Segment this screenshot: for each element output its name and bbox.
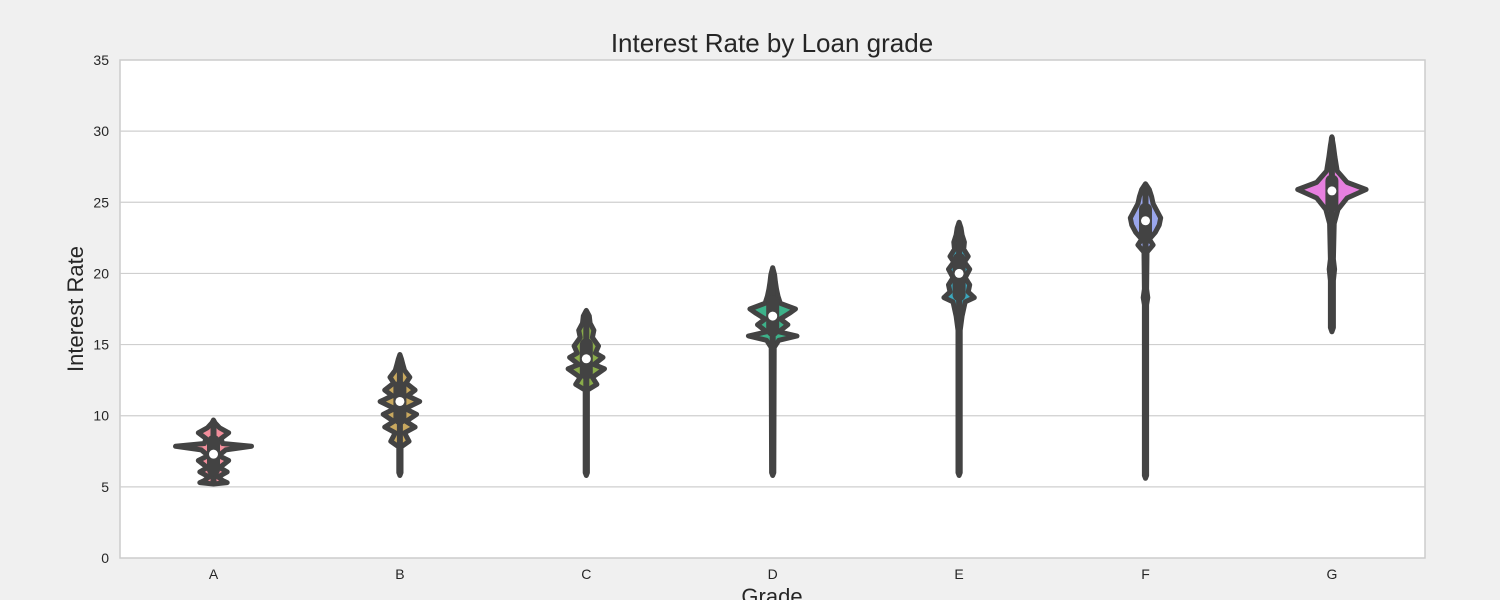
y-tick-label-15: 15	[93, 337, 109, 353]
violin-median-f	[1141, 216, 1150, 226]
y-tick-label-25: 25	[93, 194, 109, 210]
y-tick-label-5: 5	[101, 479, 109, 495]
violin-median-e	[954, 268, 964, 278]
violins	[173, 134, 1369, 487]
violin-g	[1295, 134, 1369, 335]
y-tick-label-0: 0	[101, 550, 109, 566]
y-tick-label-35: 35	[93, 52, 109, 68]
x-tick-label-d: D	[768, 566, 778, 582]
violin-median-d	[768, 311, 778, 321]
violin-b	[377, 352, 423, 478]
chart-title: Interest Rate by Loan grade	[611, 28, 933, 58]
y-tick-label-30: 30	[93, 123, 109, 139]
violin-f	[1127, 181, 1164, 481]
y-axis-label: Interest Rate	[63, 246, 88, 372]
y-tick-label-10: 10	[93, 408, 109, 424]
x-tick-label-f: F	[1141, 566, 1150, 582]
y-tick-labels: 0 5 10 15 20 25 30 35	[93, 52, 109, 566]
violin-median-g	[1327, 186, 1337, 196]
y-tick-label-20: 20	[93, 265, 109, 281]
violin-median-c	[581, 354, 591, 364]
x-tick-label-c: C	[581, 566, 591, 582]
x-tick-labels: A B C D E F G	[209, 566, 1338, 582]
x-axis-label: Grade	[741, 584, 802, 600]
x-tick-label-a: A	[209, 566, 219, 582]
violin-e	[941, 219, 977, 478]
x-tick-label-g: G	[1326, 566, 1337, 582]
violin-c	[565, 307, 607, 478]
violin-d	[745, 265, 800, 478]
x-tick-label-b: B	[395, 566, 404, 582]
violin-median-b	[395, 396, 405, 406]
violin-median-a	[209, 449, 218, 459]
violin-a	[173, 417, 254, 487]
x-tick-label-e: E	[954, 566, 963, 582]
